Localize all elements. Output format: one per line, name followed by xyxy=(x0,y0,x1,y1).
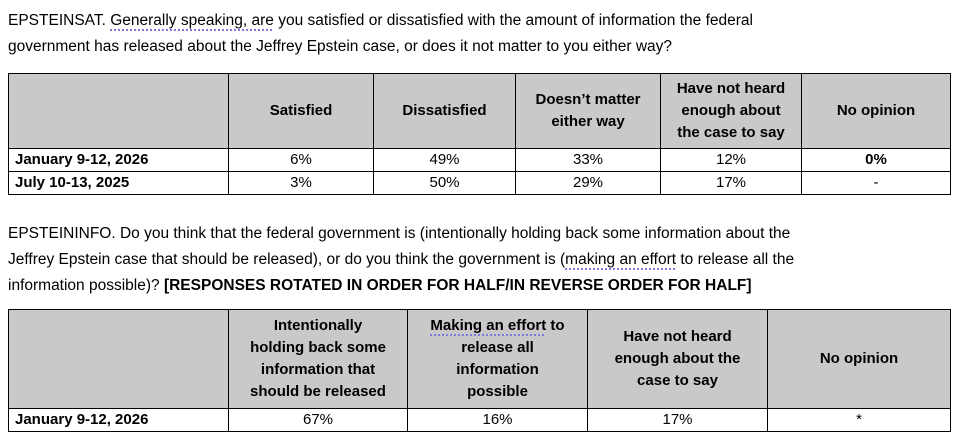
question-line: Jeffrey Epstein case that should be rele… xyxy=(8,247,950,273)
grammar-check-phrase: Making an effort xyxy=(430,317,547,334)
data-cell: 33% xyxy=(515,148,661,172)
column-header-not-heard-enough: Have not heard enough about the case to … xyxy=(587,309,768,409)
question-line: government has released about the Jeffre… xyxy=(8,38,673,55)
data-cell: * xyxy=(767,408,951,432)
grammar-check-phrase: Generally speaking, are xyxy=(110,12,274,29)
column-header-text: to release all information possible xyxy=(456,317,565,400)
data-cell: 17% xyxy=(587,408,768,432)
data-cell: 16% xyxy=(407,408,588,432)
row-label: July 10-13, 2025 xyxy=(8,171,229,195)
question-text: information possible)? xyxy=(8,277,164,294)
epsteininfo-results-table: Intentionally holding back some informat… xyxy=(8,309,951,432)
data-cell: 17% xyxy=(660,171,802,195)
data-cell: 67% xyxy=(228,408,408,432)
table-row: January 9-12, 2026 67% 16% 17% * xyxy=(8,408,951,432)
header-row: Intentionally holding back some informat… xyxy=(8,309,951,409)
question-line: EPSTEINSAT. Generally speaking, are you … xyxy=(8,8,950,34)
column-header-blank xyxy=(8,309,229,409)
data-cell: 0% xyxy=(801,148,951,172)
column-header-not-heard-enough: Have not heard enough about the case to … xyxy=(660,73,802,149)
table-row: January 9-12, 2026 6% 49% 33% 12% 0% xyxy=(8,148,951,172)
data-cell: 49% xyxy=(373,148,516,172)
grammar-check-phrase: making an effort xyxy=(565,251,677,268)
column-header-no-opinion: No opinion xyxy=(801,73,951,149)
data-cell: 3% xyxy=(228,171,374,195)
column-header-dissatisfied: Dissatisfied xyxy=(373,73,516,149)
table-row: July 10-13, 2025 3% 50% 29% 17% - xyxy=(8,171,951,195)
epsteinsat-results-table: Satisfied Dissatisfied Doesn’t matter ei… xyxy=(8,73,951,195)
data-cell: 12% xyxy=(660,148,802,172)
question-text: Jeffrey Epstein case that should be rele… xyxy=(8,251,566,268)
data-cell: - xyxy=(801,171,951,195)
column-header-making-effort: Making an effort to release all informat… xyxy=(407,309,588,409)
row-label: January 9-12, 2026 xyxy=(8,148,229,172)
column-header-holding-back: Intentionally holding back some informat… xyxy=(228,309,408,409)
question-epsteinsat: EPSTEINSAT. Generally speaking, are you … xyxy=(8,8,950,60)
header-row: Satisfied Dissatisfied Doesn’t matter ei… xyxy=(8,73,951,149)
row-label: January 9-12, 2026 xyxy=(8,408,229,432)
question-line: EPSTEININFO. Do you think that the feder… xyxy=(8,225,791,242)
column-header-blank xyxy=(8,73,229,149)
question-text: you satisfied or dissatisfied with the a… xyxy=(273,12,753,29)
interviewer-instruction-text: [RESPONSES ROTATED IN ORDER FOR HALF/IN … xyxy=(163,277,752,294)
question-line: information possible)? [RESPONSES ROTATE… xyxy=(8,273,950,299)
column-header-doesnt-matter: Doesn’t matter either way xyxy=(515,73,661,149)
question-epsteininfo: EPSTEININFO. Do you think that the feder… xyxy=(8,221,950,299)
column-header-satisfied: Satisfied xyxy=(228,73,374,149)
column-header-no-opinion: No opinion xyxy=(767,309,951,409)
data-cell: 29% xyxy=(515,171,661,195)
data-cell: 6% xyxy=(228,148,374,172)
question-id-text: EPSTEINSAT. xyxy=(8,12,111,29)
data-cell: 50% xyxy=(373,171,516,195)
question-text: to release all the xyxy=(676,251,795,268)
